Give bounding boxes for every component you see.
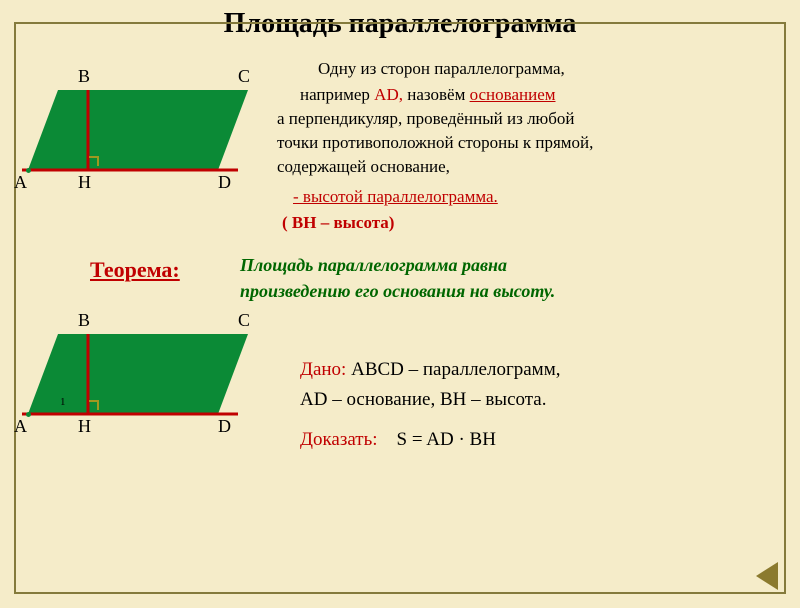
parallelogram-svg-2 xyxy=(18,324,278,444)
right-angle-marker-2 xyxy=(89,400,99,410)
intro-line2a: например xyxy=(300,85,374,104)
label-C2: C xyxy=(238,310,250,331)
label-D2: D xyxy=(218,416,231,437)
intro-line6: - высотой параллелограмма. xyxy=(293,186,498,207)
intro-base-word: основанием xyxy=(470,85,556,104)
given-text1: ABCD – параллелограмм, xyxy=(346,359,560,380)
intro-line2b: назовём xyxy=(403,85,470,104)
parallelogram-svg-1 xyxy=(18,80,278,200)
label-A: A xyxy=(14,172,27,193)
prove-block: Доказать: S = AD · BH xyxy=(300,428,496,452)
angle-1-label: 1 xyxy=(60,396,66,408)
prove-text: S = AD · BH xyxy=(397,429,496,450)
given-block: Дано: ABCD – параллелограмм, xyxy=(300,358,560,382)
given-label: Дано: xyxy=(300,359,346,380)
theorem-text2: произведению его основания на высоту. xyxy=(240,280,555,303)
label-H2: H xyxy=(78,416,91,437)
label-C: C xyxy=(238,66,250,87)
given-text2: AD – основание, BH – высота. xyxy=(300,388,546,412)
intro-line3: а перпендикуляр, проведённый из любой xyxy=(277,108,575,129)
right-angle-marker-1 xyxy=(89,156,99,166)
label-B2: B xyxy=(78,310,90,331)
intro-AD: AD, xyxy=(374,85,403,104)
label-A2: A xyxy=(14,416,27,437)
intro-line4: точки противоположной стороны к прямой, xyxy=(277,132,593,153)
label-B: B xyxy=(78,66,90,87)
intro-line2: например AD, назовём основанием xyxy=(300,84,556,105)
label-H: H xyxy=(78,172,91,193)
prove-label: Доказать: xyxy=(300,429,378,450)
theorem-label: Теорема: xyxy=(90,256,180,284)
label-D: D xyxy=(218,172,231,193)
intro-line5: содержащей основание, xyxy=(277,156,450,177)
intro-line1: Одну из сторон параллелограмма, xyxy=(318,58,565,79)
parallelogram-diagram-1: B C A H D xyxy=(18,80,278,200)
theorem-text1: Площадь параллелограмма равна xyxy=(240,254,507,277)
parallelogram-diagram-2: 1 B C A H D xyxy=(18,324,278,444)
prev-slide-icon[interactable] xyxy=(756,562,778,590)
intro-line7: ( BH – высота) xyxy=(282,212,394,233)
